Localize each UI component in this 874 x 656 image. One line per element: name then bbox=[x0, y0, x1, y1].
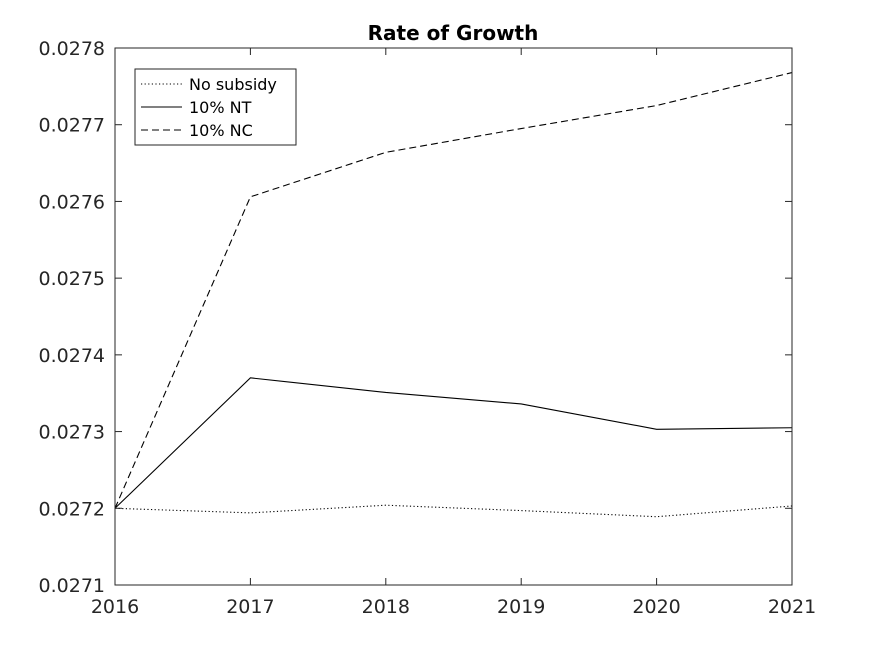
x-tick-label: 2021 bbox=[768, 596, 816, 618]
y-tick-label: 0.0276 bbox=[39, 191, 105, 213]
y-tick-label: 0.0278 bbox=[39, 38, 105, 60]
y-tick-label: 0.0274 bbox=[39, 345, 105, 367]
chart-title: Rate of Growth bbox=[368, 21, 539, 45]
y-tick-label: 0.0277 bbox=[39, 115, 105, 137]
legend-label: No subsidy bbox=[189, 75, 277, 94]
y-tick-label: 0.0272 bbox=[39, 498, 105, 520]
x-tick-label: 2017 bbox=[226, 596, 274, 618]
legend: No subsidy 10% NT 10% NC bbox=[134, 68, 297, 146]
y-tick-label: 0.0271 bbox=[39, 575, 105, 597]
axes-box bbox=[114, 47, 793, 586]
y-tick-label: 0.0275 bbox=[39, 268, 105, 290]
series-line-0 bbox=[114, 504, 793, 518]
legend-label: 10% NT bbox=[189, 98, 252, 117]
y-tick-label: 0.0273 bbox=[39, 422, 105, 444]
x-tick-label: 2018 bbox=[362, 596, 410, 618]
series-layer bbox=[114, 72, 793, 518]
x-tick-label: 2016 bbox=[91, 596, 139, 618]
series-line-1 bbox=[114, 377, 793, 509]
axes-layer: 2016 2017 2018 2019 2020 2021 0.0271 0.0272 0.02… bbox=[39, 38, 817, 618]
series-line-2 bbox=[114, 72, 793, 509]
x-tick-label: 2020 bbox=[632, 596, 680, 618]
legend-label: 10% NC bbox=[189, 121, 253, 140]
x-tick-label: 2019 bbox=[497, 596, 545, 618]
